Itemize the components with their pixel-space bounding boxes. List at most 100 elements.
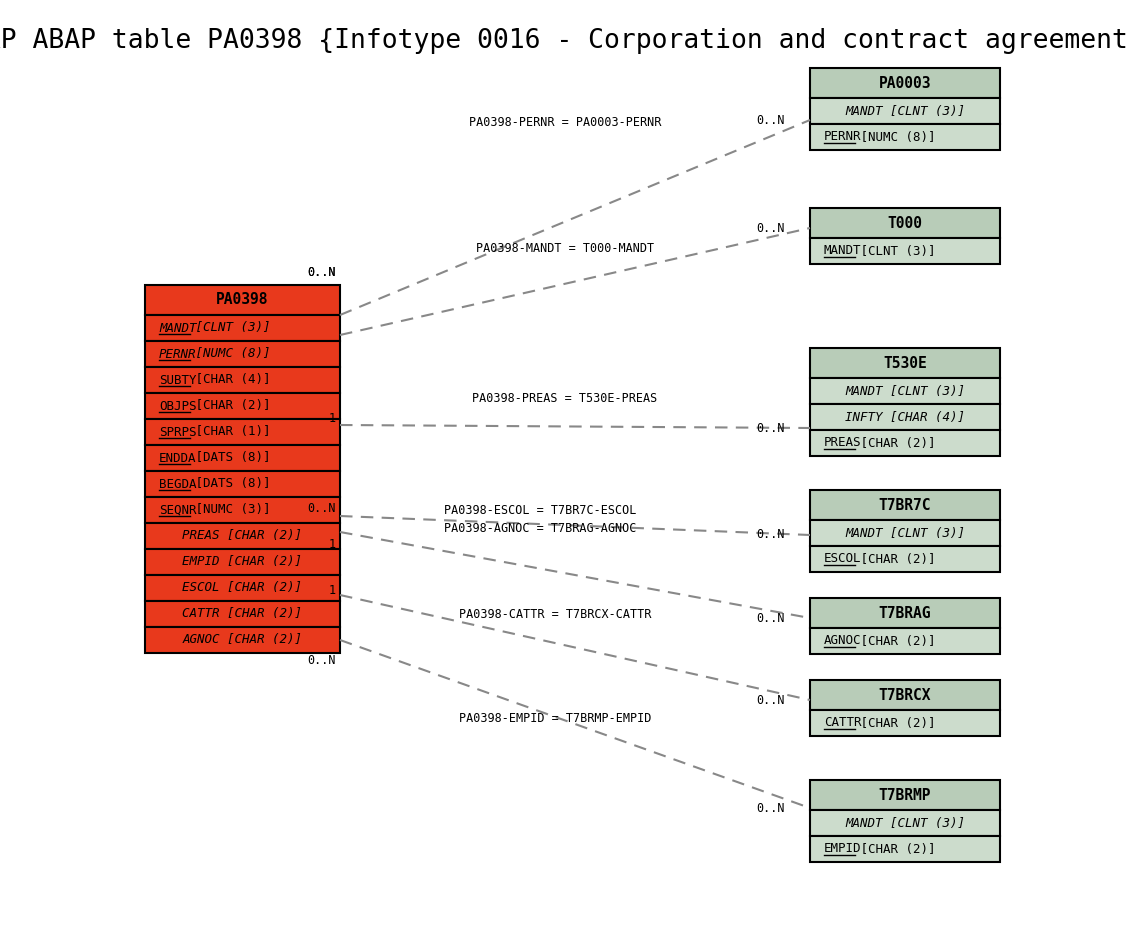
Text: [CLNT (3)]: [CLNT (3)] [188,322,271,335]
Text: SAP ABAP table PA0398 {Infotype 0016 - Corporation and contract agreements}: SAP ABAP table PA0398 {Infotype 0016 - C… [0,28,1128,54]
Text: AGNOC: AGNOC [823,634,862,648]
Text: PERNR: PERNR [823,131,862,144]
Bar [146,523,340,549]
Text: 0..N: 0..N [308,266,336,278]
Text: 1: 1 [329,538,336,551]
Text: [CHAR (2)]: [CHAR (2)] [853,717,935,730]
Text: 0..N: 0..N [756,611,784,624]
Text: CATTR [CHAR (2)]: CATTR [CHAR (2)] [183,607,302,620]
Bar [146,285,340,315]
Text: ENDDA: ENDDA [159,452,196,465]
Text: T7BR7C: T7BR7C [879,497,932,512]
Text: PA0398-CATTR = T7BRCX-CATTR: PA0398-CATTR = T7BRCX-CATTR [459,607,651,620]
Text: AGNOC [CHAR (2)]: AGNOC [CHAR (2)] [183,634,302,647]
Text: 1: 1 [329,583,336,596]
Text: PA0398: PA0398 [217,293,268,308]
Bar [146,445,340,471]
Text: [DATS (8)]: [DATS (8)] [188,452,271,465]
Bar [810,836,1001,862]
Text: [CHAR (2)]: [CHAR (2)] [853,552,935,565]
Bar [146,367,340,393]
Text: [CHAR (2)]: [CHAR (2)] [853,437,935,450]
Text: BEGDA: BEGDA [159,478,196,491]
Bar [810,404,1001,430]
Text: [CHAR (2)]: [CHAR (2)] [188,399,271,412]
Text: 0..N: 0..N [308,653,336,666]
Text: [NUMC (8)]: [NUMC (8)] [853,131,935,144]
Bar [146,471,340,497]
Text: EMPID [CHAR (2)]: EMPID [CHAR (2)] [183,555,302,568]
Text: ESCOL [CHAR (2)]: ESCOL [CHAR (2)] [183,581,302,594]
Bar [810,98,1001,124]
Bar [810,68,1001,98]
Text: [DATS (8)]: [DATS (8)] [188,478,271,491]
Text: SPRPS: SPRPS [159,425,196,439]
Bar [146,601,340,627]
Bar [146,627,340,653]
Text: [CHAR (2)]: [CHAR (2)] [853,842,935,856]
Bar [146,393,340,419]
Bar [810,378,1001,404]
Text: [CLNT (3)]: [CLNT (3)] [853,244,935,258]
Text: T7BRCX: T7BRCX [879,688,932,703]
Bar [810,710,1001,736]
Text: SEQNR: SEQNR [159,504,196,517]
Text: PREAS [CHAR (2)]: PREAS [CHAR (2)] [183,530,302,542]
Bar [810,810,1001,836]
Text: 0..N: 0..N [308,266,336,278]
Text: PREAS: PREAS [823,437,862,450]
Text: ESCOL: ESCOL [823,552,862,565]
Bar [810,208,1001,238]
Text: T7BRAG: T7BRAG [879,606,932,620]
Text: PA0398-PERNR = PA0003-PERNR: PA0398-PERNR = PA0003-PERNR [469,116,661,129]
Text: MANDT [CLNT (3)]: MANDT [CLNT (3)] [845,526,964,539]
Bar [810,546,1001,572]
Text: PA0398-AGNOC = T7BRAG-AGNOC: PA0398-AGNOC = T7BRAG-AGNOC [443,522,636,535]
Bar [810,680,1001,710]
Text: [CHAR (2)]: [CHAR (2)] [853,634,935,648]
Bar [810,520,1001,546]
Bar [146,549,340,575]
Text: 0..N: 0..N [756,422,784,435]
Bar [146,315,340,341]
Text: T530E: T530E [883,355,927,370]
Bar [810,490,1001,520]
Text: MANDT [CLNT (3)]: MANDT [CLNT (3)] [845,384,964,397]
Text: PA0398-ESCOL = T7BR7C-ESCOL: PA0398-ESCOL = T7BR7C-ESCOL [443,504,636,517]
Text: [NUMC (3)]: [NUMC (3)] [188,504,271,517]
Text: T7BRMP: T7BRMP [879,787,932,802]
Text: MANDT: MANDT [159,322,196,335]
Bar [810,598,1001,628]
Bar [810,124,1001,150]
Text: EMPID: EMPID [823,842,862,856]
Text: MANDT: MANDT [823,244,862,258]
Text: 0..N: 0..N [756,114,784,127]
Text: INFTY [CHAR (4)]: INFTY [CHAR (4)] [845,411,964,424]
Text: [CHAR (1)]: [CHAR (1)] [188,425,271,439]
Text: MANDT [CLNT (3)]: MANDT [CLNT (3)] [845,104,964,118]
Text: 0..N: 0..N [756,693,784,706]
Text: PERNR: PERNR [159,347,196,360]
Text: 0..N: 0..N [308,502,336,514]
Bar [810,238,1001,264]
Text: T000: T000 [888,216,923,230]
Text: CATTR: CATTR [823,717,862,730]
Text: PA0003: PA0003 [879,76,932,91]
Bar [146,341,340,367]
Text: 0..N: 0..N [756,221,784,234]
Text: SUBTY: SUBTY [159,373,196,386]
Text: 0..N: 0..N [756,801,784,815]
Bar [146,419,340,445]
Text: 1: 1 [329,411,336,425]
Text: [CHAR (4)]: [CHAR (4)] [188,373,271,386]
Text: [NUMC (8)]: [NUMC (8)] [188,347,271,360]
Text: PA0398-MANDT = T000-MANDT: PA0398-MANDT = T000-MANDT [476,242,654,255]
Bar [146,575,340,601]
Bar [810,430,1001,456]
Bar [810,348,1001,378]
Bar [146,497,340,523]
Bar [810,628,1001,654]
Text: PA0398-PREAS = T530E-PREAS: PA0398-PREAS = T530E-PREAS [473,392,658,405]
Text: PA0398-EMPID = T7BRMP-EMPID: PA0398-EMPID = T7BRMP-EMPID [459,712,651,725]
Text: MANDT [CLNT (3)]: MANDT [CLNT (3)] [845,816,964,829]
